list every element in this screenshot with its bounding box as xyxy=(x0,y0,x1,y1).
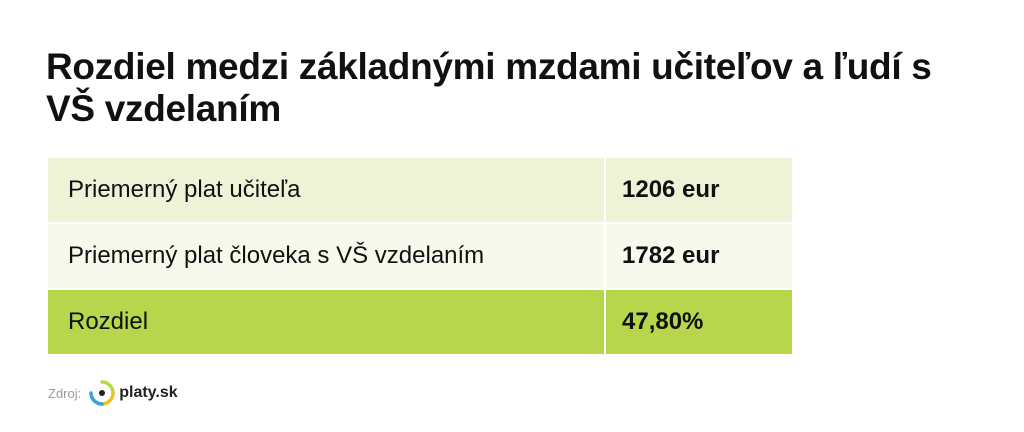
title: Rozdiel medzi základnými mzdami učiteľov… xyxy=(46,46,932,129)
source-label: Zdroj: xyxy=(48,385,82,401)
table-row: Priemerný plat učiteľa 1206 eur xyxy=(48,158,792,224)
row-value: 1782 eur xyxy=(605,223,792,290)
row-label: Priemerný plat učiteľa xyxy=(48,158,606,224)
brand-logo xyxy=(89,380,115,406)
row-label: Priemerný plat človeka s VŠ vzdelaním xyxy=(48,223,606,290)
row-value: 47,80% xyxy=(605,289,792,356)
table-row: Rozdiel 47,80% xyxy=(48,289,792,356)
row-value: 1206 eur xyxy=(605,158,792,224)
brand-name: platy.sk xyxy=(119,384,178,401)
table-row: Priemerný plat človeka s VŠ vzdelaním 17… xyxy=(48,223,792,290)
comparison-table: Priemerný plat učiteľa 1206 eur Priemern… xyxy=(48,158,792,356)
row-label: Rozdiel xyxy=(48,289,606,356)
source: Zdroj: platy.sk xyxy=(48,380,178,406)
